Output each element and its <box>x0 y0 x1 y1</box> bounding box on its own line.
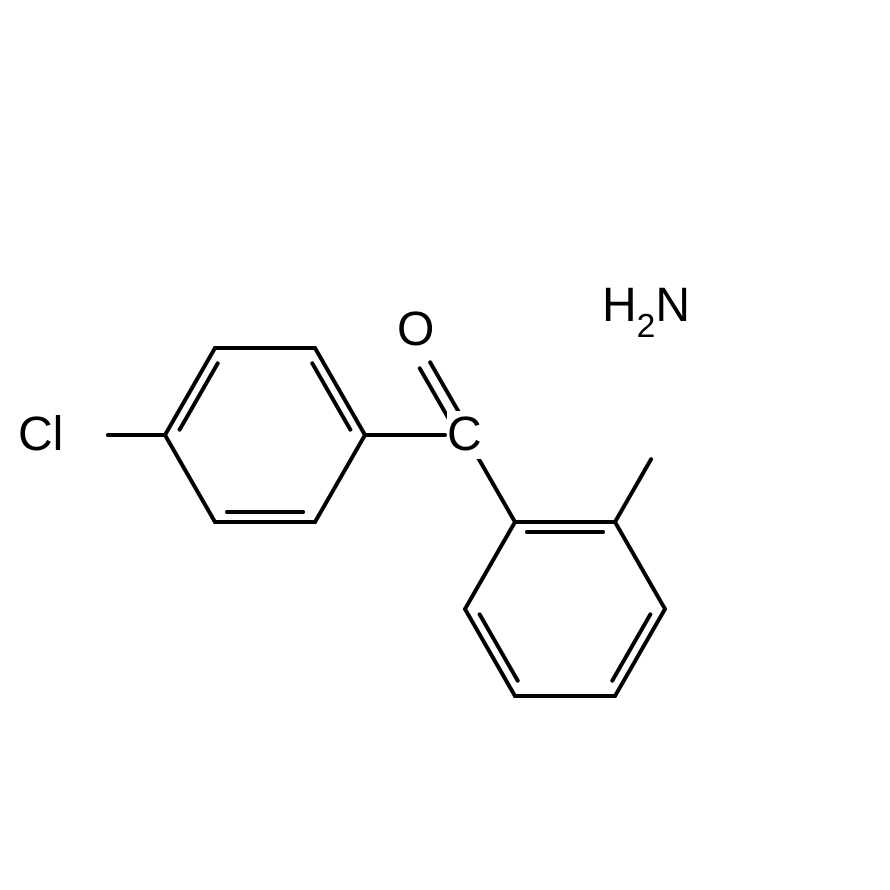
atom-label-o: O <box>397 306 434 354</box>
atom-label-nlbl: H2N <box>602 282 690 338</box>
molecule-canvas: Cl O C H2N <box>0 0 890 890</box>
molecule-svg <box>0 0 890 890</box>
atom-label-cl: Cl <box>18 411 63 459</box>
atom-label-c: C <box>447 411 482 459</box>
